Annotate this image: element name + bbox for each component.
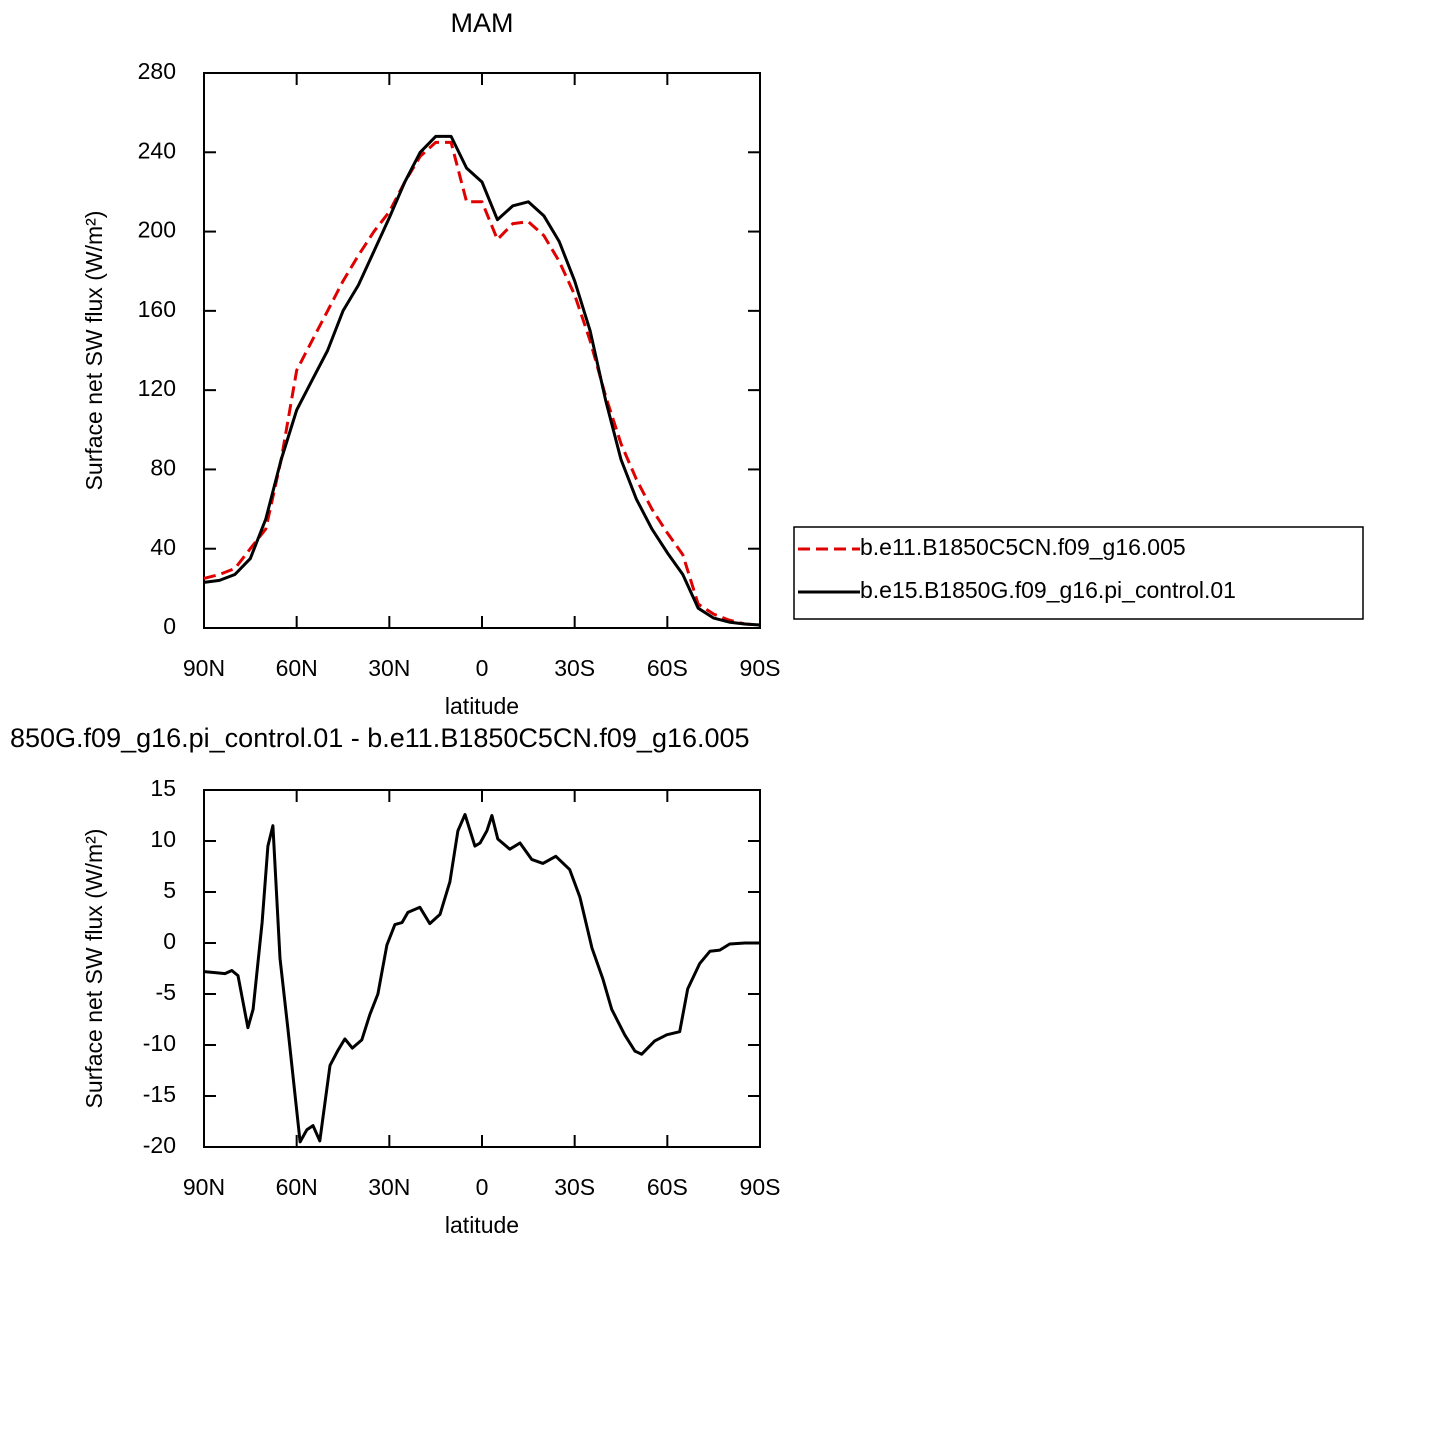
plot-frame [203, 789, 761, 1148]
y-tick-label: -15 [143, 1081, 176, 1107]
y-tick-label: -10 [143, 1030, 176, 1056]
y-tick-label: 200 [138, 217, 176, 243]
y-tick-label: 120 [138, 375, 176, 401]
legend-box [793, 526, 1364, 620]
y-tick-label: -20 [143, 1132, 176, 1158]
series-line [203, 813, 760, 1144]
x-tick-label: 30N [368, 655, 410, 681]
y-tick-label: 15 [150, 775, 176, 801]
y-tick-label: 0 [163, 613, 176, 639]
series-line [203, 134, 761, 627]
x-tick-label: 0 [476, 655, 489, 681]
chart-title: 850G.f09_g16.pi_control.01 - b.e11.B1850… [10, 723, 750, 753]
y-tick-label: 0 [163, 928, 176, 954]
x-tick-label: 30S [554, 655, 595, 681]
y-tick-label: 240 [138, 137, 176, 163]
y-axis-label: Surface net SW flux (W/m²) [81, 829, 107, 1109]
x-tick-label: 90N [183, 1174, 225, 1200]
x-tick-label: 30N [368, 1174, 410, 1200]
y-axis-label: Surface net SW flux (W/m²) [81, 211, 107, 491]
x-tick-label: 60N [276, 655, 318, 681]
x-tick-label: 90S [740, 655, 781, 681]
x-tick-label: 90S [740, 1174, 781, 1200]
series-line [203, 140, 761, 627]
x-axis-label: latitude [445, 1212, 519, 1238]
plot-frame [203, 72, 761, 629]
y-tick-label: 5 [163, 877, 176, 903]
y-tick-label: 10 [150, 826, 176, 852]
y-tick-label: 40 [150, 534, 176, 560]
legend-label: b.e11.B1850C5CN.f09_g16.005 [860, 534, 1186, 560]
legend-label: b.e15.B1850G.f09_g16.pi_control.01 [860, 577, 1236, 603]
x-axis-label: latitude [445, 693, 519, 719]
y-tick-label: -5 [156, 979, 176, 1005]
y-tick-label: 280 [138, 58, 176, 84]
x-tick-label: 30S [554, 1174, 595, 1200]
y-tick-label: 160 [138, 296, 176, 322]
x-tick-label: 60S [647, 1174, 688, 1200]
x-tick-label: 60N [276, 1174, 318, 1200]
chart-title: MAM [451, 8, 514, 38]
x-tick-label: 60S [647, 655, 688, 681]
x-tick-label: 0 [476, 1174, 489, 1200]
x-tick-label: 90N [183, 655, 225, 681]
y-tick-label: 80 [150, 455, 176, 481]
